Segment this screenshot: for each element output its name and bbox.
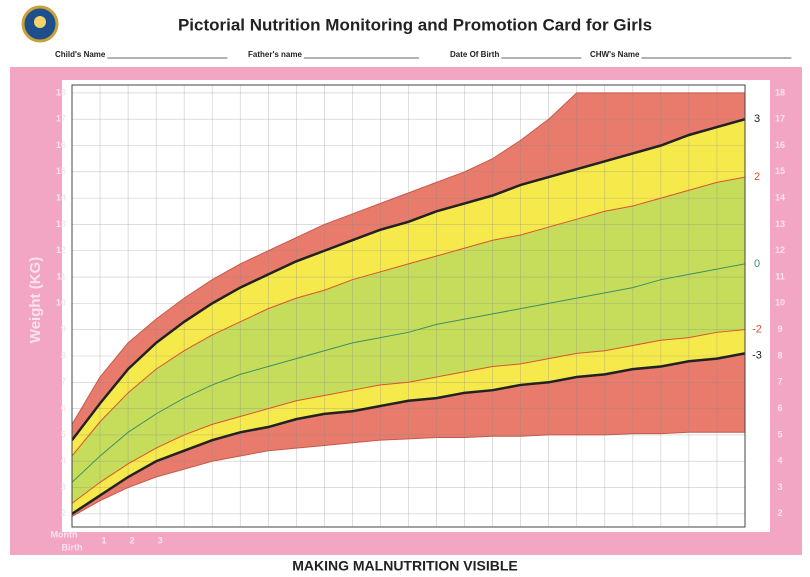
plot-border bbox=[71, 84, 746, 528]
y-tick-label-right: 17 bbox=[775, 114, 785, 124]
y-tick-label-right: 18 bbox=[775, 87, 785, 97]
y-tick-label-right: 10 bbox=[775, 298, 785, 308]
y-tick-label-right: 11 bbox=[775, 271, 785, 281]
y-tick-label-right: 5 bbox=[777, 429, 782, 439]
y-tick-label: 3 bbox=[61, 482, 66, 492]
series-line bbox=[72, 117, 745, 441]
band bbox=[72, 329, 745, 514]
x-tick-label: 1 bbox=[102, 535, 107, 545]
y-tick-label-right: 13 bbox=[775, 219, 785, 229]
y-tick-label: 10 bbox=[56, 298, 66, 308]
y-tick-label-right: 9 bbox=[777, 324, 782, 334]
y-tick-label-right: 3 bbox=[777, 482, 782, 492]
x-tick-label: 3 bbox=[158, 535, 163, 545]
y-tick-label: 18 bbox=[56, 87, 66, 97]
y-tick-label-right: 16 bbox=[775, 140, 785, 150]
x-tick-label: 2 bbox=[130, 535, 135, 545]
plot bbox=[72, 85, 745, 527]
chart-title: Pictorial Nutrition Monitoring and Promo… bbox=[178, 15, 652, 34]
y-tick-label-right: 8 bbox=[777, 350, 782, 360]
band bbox=[72, 177, 745, 483]
y-tick-label: 12 bbox=[56, 245, 66, 255]
series-label: 0 bbox=[754, 258, 760, 270]
y-tick-label: 17 bbox=[56, 114, 66, 124]
y-axis-label: Weight (KG) bbox=[27, 257, 44, 343]
series-line bbox=[72, 263, 745, 483]
series-label: -2 bbox=[752, 324, 762, 336]
y-tick-label: 14 bbox=[56, 193, 66, 203]
x-axis-label: Month bbox=[51, 529, 78, 539]
series-line bbox=[72, 352, 745, 515]
series-label: 2 bbox=[754, 171, 760, 183]
y-tick-label: 2 bbox=[61, 508, 66, 518]
series-line bbox=[72, 92, 745, 425]
field-label: Child's Name bbox=[55, 50, 106, 59]
y-tick-label: 7 bbox=[61, 377, 66, 387]
y-tick-label: 15 bbox=[56, 166, 66, 176]
y-tick-label: 8 bbox=[61, 350, 66, 360]
field-label: Date Of Birth bbox=[450, 50, 499, 59]
y-tick-label-right: 4 bbox=[777, 456, 782, 466]
y-tick-label: 16 bbox=[56, 140, 66, 150]
y-tick-label-right: 12 bbox=[775, 245, 785, 255]
y-tick-label: 5 bbox=[61, 429, 66, 439]
x-tick-label: Birth bbox=[62, 542, 83, 552]
band bbox=[72, 263, 745, 504]
y-tick-label-right: 14 bbox=[775, 193, 785, 203]
field-label: CHW's Name bbox=[590, 50, 640, 59]
y-tick-label: 4 bbox=[61, 456, 66, 466]
y-tick-label-right: 15 bbox=[775, 166, 785, 176]
y-tick-label: 11 bbox=[56, 271, 66, 281]
series-line bbox=[72, 431, 745, 517]
footer: MAKING MALNUTRITION VISIBLE bbox=[292, 558, 518, 574]
band bbox=[72, 119, 745, 456]
y-tick-label-right: 7 bbox=[777, 377, 782, 387]
logo-mark bbox=[34, 16, 46, 28]
y-tick-label: 9 bbox=[61, 324, 66, 334]
series-line bbox=[72, 176, 745, 457]
series-label: -3 bbox=[752, 349, 762, 361]
y-tick-label-right: 6 bbox=[777, 403, 782, 413]
series-line bbox=[72, 329, 745, 504]
band bbox=[72, 353, 745, 517]
y-tick-label: 6 bbox=[61, 403, 66, 413]
series-label: 3 bbox=[754, 113, 760, 125]
field-label: Father's name bbox=[248, 50, 302, 59]
band bbox=[72, 92, 745, 441]
y-tick-label: 13 bbox=[56, 219, 66, 229]
y-tick-label-right: 2 bbox=[777, 508, 782, 518]
